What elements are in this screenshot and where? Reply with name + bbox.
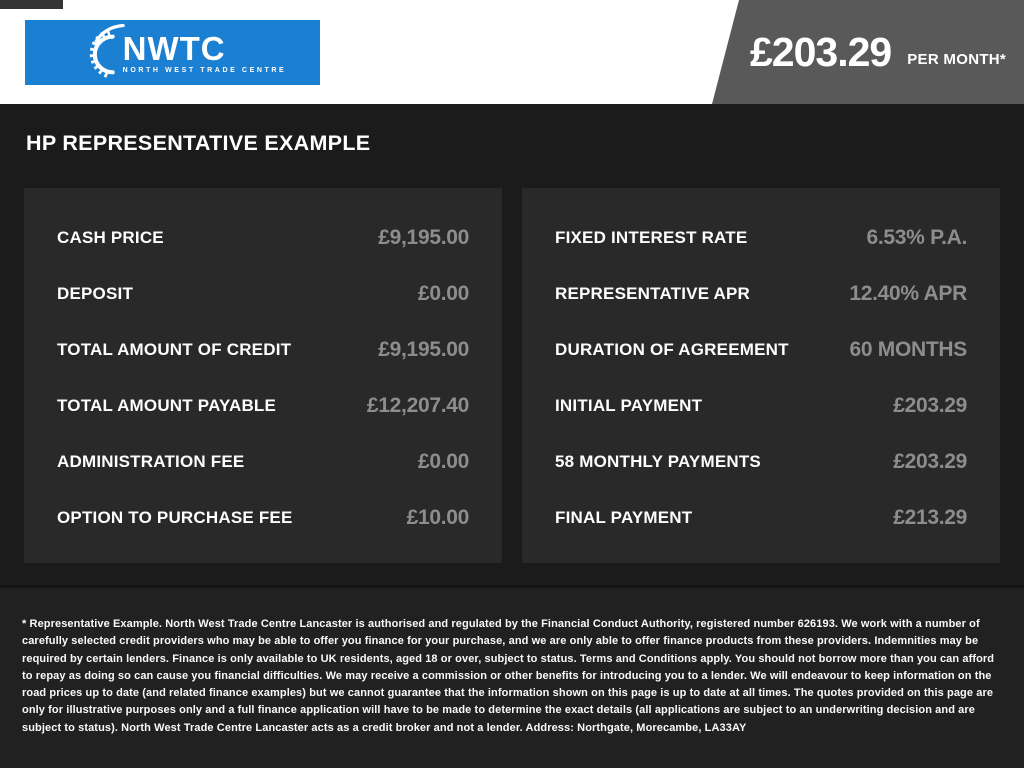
price-period-label: PER MONTH* xyxy=(907,50,1007,68)
table-row: 58 MONTHLY PAYMENTS £203.29 xyxy=(555,434,967,490)
logo-subtitle: NORTH WEST TRADE CENTRE xyxy=(122,66,287,74)
row-value: 12.40% APR xyxy=(849,282,967,305)
table-row: ADMINISTRATION FEE £0.00 xyxy=(57,434,469,490)
row-label: 58 MONTHLY PAYMENTS xyxy=(555,452,761,471)
table-row: FIXED INTEREST RATE 6.53% P.A. xyxy=(555,210,967,266)
footer: * Representative Example. North West Tra… xyxy=(0,585,1024,768)
table-row: REPRESENTATIVE APR 12.40% APR xyxy=(555,266,967,322)
row-label: CASH PRICE xyxy=(57,228,164,247)
tire-icon xyxy=(89,23,125,79)
row-label: INITIAL PAYMENT xyxy=(555,396,703,415)
representative-example-disclaimer: * Representative Example. North West Tra… xyxy=(22,618,995,734)
table-row: DURATION OF AGREEMENT 60 MONTHS xyxy=(555,322,967,378)
table-row: CASH PRICE £9,195.00 xyxy=(57,210,469,266)
corner-strip xyxy=(0,0,63,9)
row-value: £9,195.00 xyxy=(378,226,469,249)
finance-panel-right: FIXED INTEREST RATE 6.53% P.A. REPRESENT… xyxy=(522,188,1000,563)
row-label: FIXED INTEREST RATE xyxy=(555,228,748,247)
row-label: REPRESENTATIVE APR xyxy=(555,284,751,303)
row-value: £213.29 xyxy=(893,506,967,529)
table-row: TOTAL AMOUNT OF CREDIT £9,195.00 xyxy=(57,322,469,378)
page-title: HP REPRESENTATIVE EXAMPLE xyxy=(26,131,371,155)
row-value: 60 MONTHS xyxy=(849,338,968,361)
table-row: INITIAL PAYMENT £203.29 xyxy=(555,378,967,434)
logo-inner: NWTC NORTH WEST TRADE CENTRE xyxy=(77,22,287,84)
row-value: 6.53% P.A. xyxy=(866,226,967,249)
nwtc-logo[interactable]: NWTC NORTH WEST TRADE CENTRE xyxy=(25,20,320,85)
table-row: TOTAL AMOUNT PAYABLE £12,207.40 xyxy=(57,378,469,434)
table-row: OPTION TO PURCHASE FEE £10.00 xyxy=(57,490,469,546)
row-label: OPTION TO PURCHASE FEE xyxy=(57,508,293,527)
row-label: DURATION OF AGREEMENT xyxy=(555,340,789,359)
row-value: £9,195.00 xyxy=(378,338,469,361)
row-value: £0.00 xyxy=(417,282,469,305)
finance-panel-left: CASH PRICE £9,195.00 DEPOSIT £0.00 TOTAL… xyxy=(24,188,502,563)
row-label: TOTAL AMOUNT OF CREDIT xyxy=(57,340,292,359)
row-value: £0.00 xyxy=(417,450,469,473)
logo-name: NWTC xyxy=(122,29,226,67)
price-banner: £203.29 PER MONTH* xyxy=(712,0,1024,104)
row-label: FINAL PAYMENT xyxy=(555,508,693,527)
row-label: ADMINISTRATION FEE xyxy=(57,452,245,471)
row-value: £12,207.40 xyxy=(366,394,469,417)
row-label: DEPOSIT xyxy=(57,284,134,303)
row-value: £203.29 xyxy=(893,450,967,473)
monthly-price: £203.29 xyxy=(750,28,892,75)
row-label: TOTAL AMOUNT PAYABLE xyxy=(57,396,277,415)
header: NWTC NORTH WEST TRADE CENTRE £203.29 PER… xyxy=(0,0,1024,104)
finance-panels: CASH PRICE £9,195.00 DEPOSIT £0.00 TOTAL… xyxy=(24,188,1000,563)
table-row: FINAL PAYMENT £213.29 xyxy=(555,490,967,546)
row-value: £10.00 xyxy=(406,506,470,529)
table-row: DEPOSIT £0.00 xyxy=(57,266,469,322)
logo-text: NWTC NORTH WEST TRADE CENTRE xyxy=(122,29,287,74)
row-value: £203.29 xyxy=(893,394,967,417)
main-section: HP REPRESENTATIVE EXAMPLE CASH PRICE £9,… xyxy=(0,104,1024,585)
